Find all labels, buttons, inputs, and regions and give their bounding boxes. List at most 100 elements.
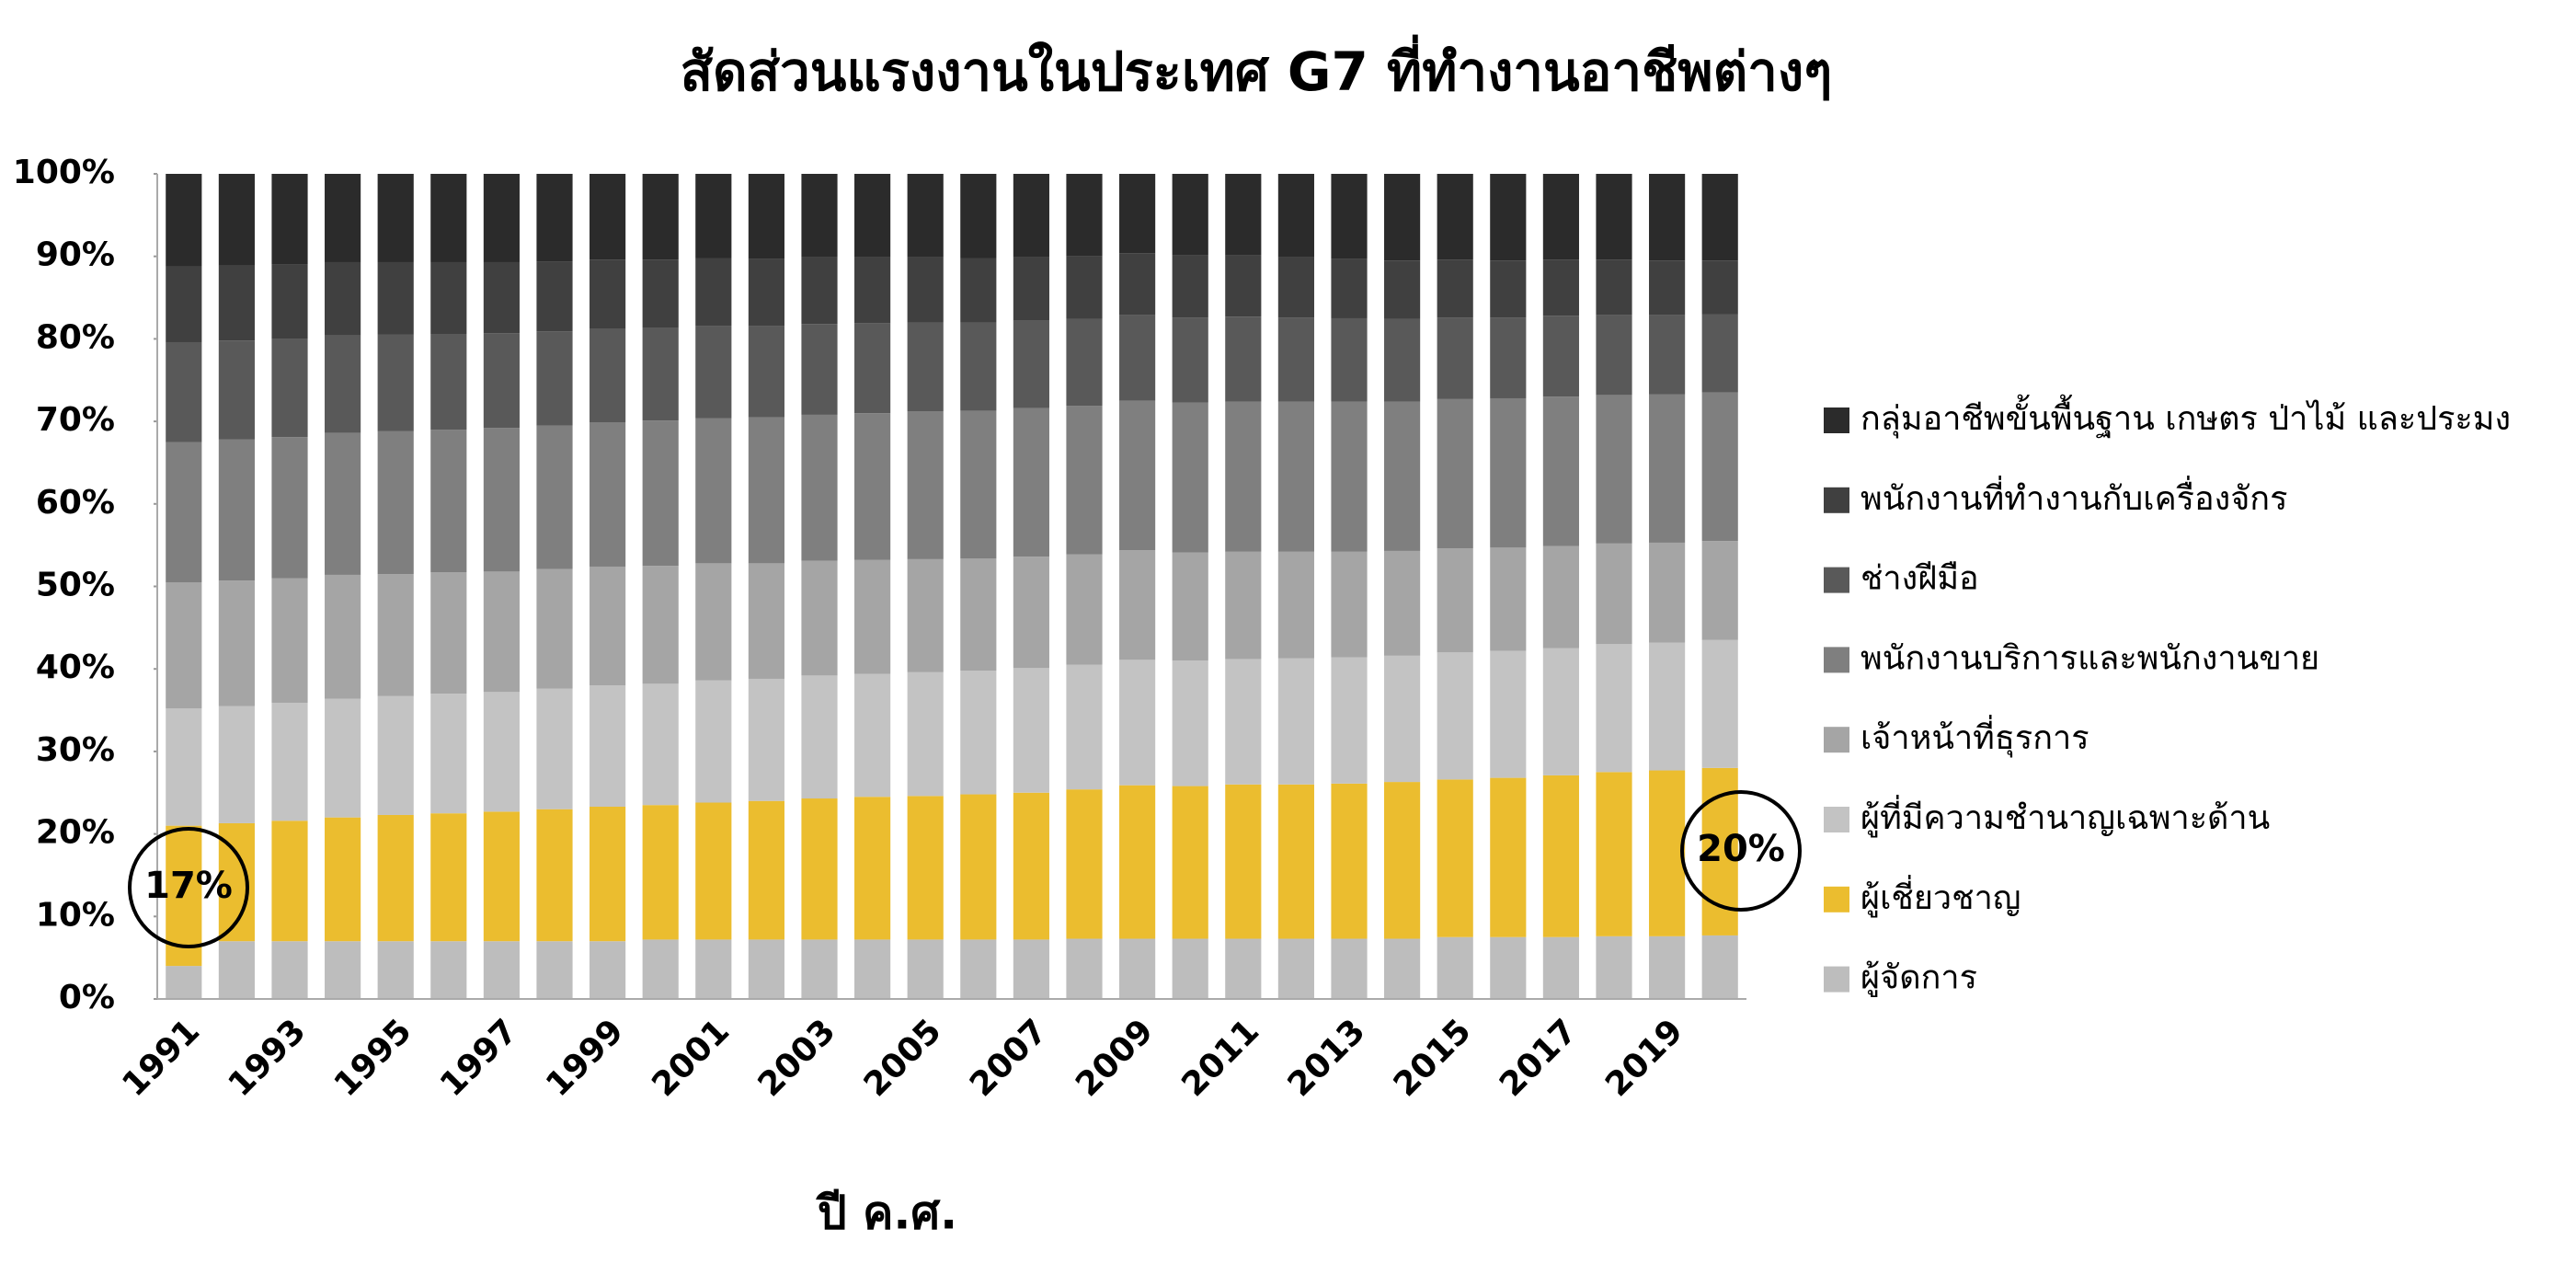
y-tick-label: 10% xyxy=(36,896,115,934)
legend-swatch xyxy=(1824,567,1849,593)
bar-segment xyxy=(907,174,944,258)
bar-segment xyxy=(218,706,255,823)
y-tick-label: 40% xyxy=(36,648,115,686)
bar-segment xyxy=(483,692,520,812)
legend-label: พนักงานที่ทำงานกับเครื่องจักร xyxy=(1860,476,2287,518)
bar-segment xyxy=(1596,315,1632,396)
legend-label: ผู้จัดการ xyxy=(1860,959,1977,998)
bar-segment xyxy=(430,334,467,430)
bar-segment xyxy=(695,418,732,564)
bar-segment xyxy=(748,326,784,418)
x-tick-label: 2007 xyxy=(963,1012,1055,1104)
bar-segment xyxy=(1596,259,1632,316)
bar-segment xyxy=(1490,397,1527,548)
bar-segment xyxy=(748,939,784,999)
bar-segment xyxy=(1331,258,1368,318)
bar-segment xyxy=(1066,256,1103,319)
bar-segment xyxy=(271,821,308,942)
bar-segment xyxy=(1649,174,1686,261)
bar-segment xyxy=(483,261,520,334)
bar-segment xyxy=(1066,554,1103,665)
x-tick-label: 2009 xyxy=(1069,1012,1161,1104)
bar-segment xyxy=(271,264,308,339)
bar-segment xyxy=(960,322,997,411)
bar-segment xyxy=(1701,392,1738,542)
bar-segment xyxy=(1542,259,1579,316)
y-tick-label: 90% xyxy=(36,236,115,274)
bar-segment xyxy=(695,563,732,681)
x-tick-label: 1991 xyxy=(115,1012,207,1104)
bar-segment xyxy=(854,939,891,999)
bar-segment xyxy=(377,430,414,575)
bar-segment xyxy=(1701,639,1738,768)
bar-segment xyxy=(1384,782,1421,939)
bar-segment xyxy=(642,259,679,328)
bar-segment xyxy=(1225,255,1262,317)
bar-segment xyxy=(1172,660,1208,786)
annotation: 20% xyxy=(1697,828,1785,870)
bar-segment xyxy=(1277,938,1314,999)
bar-segment xyxy=(1542,775,1579,937)
bar-segment xyxy=(1172,174,1208,256)
bar-segment xyxy=(430,813,467,942)
bar-segment xyxy=(1437,317,1473,399)
bar-segment xyxy=(1013,174,1049,258)
bar-segment xyxy=(642,327,679,421)
bar-segment xyxy=(907,558,944,672)
bar-segment xyxy=(1437,398,1473,549)
bar-segment xyxy=(748,800,784,940)
bar-segment xyxy=(377,941,414,999)
bar-segment xyxy=(1277,401,1314,552)
bar-segment xyxy=(854,673,891,798)
bar-segment xyxy=(430,941,467,999)
bar-segment xyxy=(325,698,361,818)
bar-segment xyxy=(1066,789,1103,939)
bar-segment xyxy=(1596,174,1632,260)
bar-segment xyxy=(1542,648,1579,775)
bar-segment xyxy=(801,324,838,415)
bar-segment xyxy=(377,814,414,942)
legend-label: กลุ่มอาชีพขั้นพื้นฐาน เกษตร ป่าไม้ และปร… xyxy=(1860,394,2511,439)
bar-segment xyxy=(1172,552,1208,661)
bar-segment xyxy=(536,568,573,689)
bar-segment xyxy=(1119,174,1156,254)
bar-segment xyxy=(1437,548,1473,653)
bar-segment xyxy=(271,941,308,999)
bar-segment xyxy=(1490,174,1527,261)
bar-segment xyxy=(218,340,255,440)
bar-segment xyxy=(695,680,732,803)
y-tick-label: 60% xyxy=(36,484,115,522)
y-tick-label: 50% xyxy=(36,567,115,604)
bar-segment xyxy=(1119,400,1156,551)
x-tick-label: 2013 xyxy=(1281,1012,1373,1104)
bar-segment xyxy=(1490,650,1527,778)
annotation-circle xyxy=(1680,790,1802,912)
bar-segment xyxy=(642,939,679,999)
bar-segment xyxy=(1066,664,1103,790)
bar-segment xyxy=(1331,317,1368,402)
bar-segment xyxy=(590,259,626,329)
x-tick-label: 1997 xyxy=(433,1012,525,1104)
legend-swatch xyxy=(1824,807,1849,832)
bar-segment xyxy=(1701,314,1738,393)
bar-segment xyxy=(166,708,202,826)
x-tick-label: 2003 xyxy=(751,1012,843,1104)
bar-segment xyxy=(1701,541,1738,640)
bar-segment xyxy=(377,574,414,696)
bar-segment xyxy=(271,578,308,703)
bar-segment xyxy=(854,797,891,940)
bar-segment xyxy=(1225,659,1262,785)
bar-segment xyxy=(483,333,520,429)
bar-segment xyxy=(1277,174,1314,258)
bar-segment xyxy=(536,331,573,426)
bar-segment xyxy=(801,798,838,940)
legend-label: ผู้เชี่ยวชาญ xyxy=(1860,875,2021,918)
bar-segment xyxy=(1225,401,1262,552)
bar-segment xyxy=(1649,260,1686,316)
bar-segment xyxy=(430,694,467,814)
bar-segment xyxy=(166,966,202,999)
bar-segment xyxy=(907,939,944,999)
bar-segment xyxy=(1384,174,1421,261)
bar-segment xyxy=(1225,784,1262,939)
